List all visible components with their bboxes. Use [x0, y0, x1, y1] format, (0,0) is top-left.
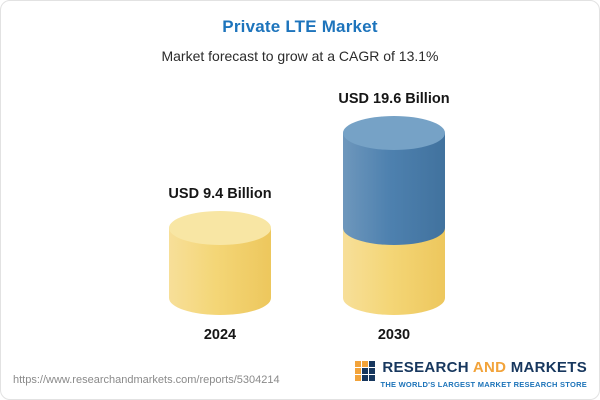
header: Private LTE Market Market forecast to gr… — [1, 1, 599, 64]
cylinder-top-ellipse — [343, 115, 445, 150]
logo-text: RESEARCH AND MARKETS THE WORLD'S LARGEST… — [381, 359, 587, 389]
logo-wordmark: RESEARCH AND MARKETS — [382, 359, 587, 376]
year-label-2030: 2030 — [377, 327, 411, 343]
cylinder-chart: USD 9.4 Billion 2024 USD 19.6 Billion 20… — [15, 91, 599, 343]
cylinder-growth-segment — [343, 132, 445, 245]
value-label-2030: USD 19.6 Billion — [338, 90, 450, 107]
cylinder-2024 — [169, 210, 271, 315]
bar-group-2024: USD 9.4 Billion 2024 — [164, 186, 276, 343]
value-label-2024: USD 9.4 Billion — [168, 185, 272, 202]
research-and-markets-logo[interactable]: RESEARCH AND MARKETS THE WORLD'S LARGEST… — [354, 359, 587, 389]
bar-group-2030: USD 19.6 Billion 2030 — [338, 91, 450, 343]
subtitle: Market forecast to grow at a CAGR of 13.… — [161, 48, 439, 64]
cylinder-top-ellipse — [169, 210, 271, 245]
logo-icon — [354, 361, 375, 381]
logo-tagline: THE WORLD'S LARGEST MARKET RESEARCH STOR… — [380, 380, 587, 389]
page-title: Private LTE Market — [222, 17, 378, 36]
footer: https://www.researchandmarkets.com/repor… — [1, 359, 599, 399]
report-url-link[interactable]: https://www.researchandmarkets.com/repor… — [13, 374, 280, 386]
cylinder-2030 — [343, 115, 445, 315]
year-label-2024: 2024 — [203, 327, 237, 343]
